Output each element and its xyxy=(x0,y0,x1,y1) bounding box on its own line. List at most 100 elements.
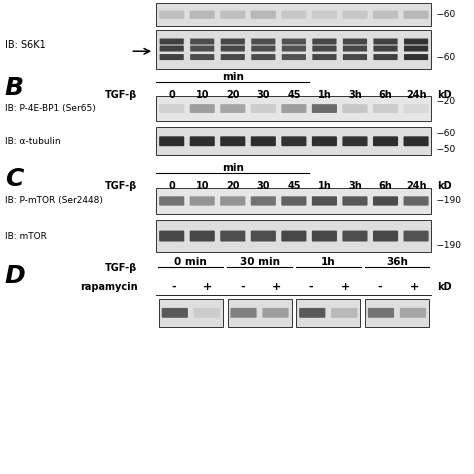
FancyBboxPatch shape xyxy=(373,10,398,19)
FancyBboxPatch shape xyxy=(331,308,357,318)
FancyBboxPatch shape xyxy=(403,137,428,146)
Bar xyxy=(159,299,223,327)
Text: 45: 45 xyxy=(287,90,301,100)
Text: 30: 30 xyxy=(256,181,270,191)
Text: 24h: 24h xyxy=(406,90,426,100)
Text: 1h: 1h xyxy=(318,181,331,191)
Bar xyxy=(156,188,431,214)
FancyBboxPatch shape xyxy=(159,104,184,113)
Text: +: + xyxy=(341,282,350,292)
FancyBboxPatch shape xyxy=(404,54,428,60)
FancyBboxPatch shape xyxy=(220,104,246,113)
Text: -: - xyxy=(240,282,245,292)
Text: 10: 10 xyxy=(195,90,209,100)
FancyBboxPatch shape xyxy=(251,54,275,60)
Text: –-60: –-60 xyxy=(437,10,456,19)
FancyBboxPatch shape xyxy=(373,104,398,113)
FancyBboxPatch shape xyxy=(159,196,184,206)
FancyBboxPatch shape xyxy=(251,38,275,45)
FancyBboxPatch shape xyxy=(343,38,367,45)
FancyBboxPatch shape xyxy=(403,10,428,19)
FancyBboxPatch shape xyxy=(282,46,306,52)
FancyBboxPatch shape xyxy=(220,230,246,242)
FancyBboxPatch shape xyxy=(404,46,428,52)
Bar xyxy=(156,220,431,252)
Text: C: C xyxy=(5,167,23,191)
Text: 24h: 24h xyxy=(406,181,426,191)
FancyBboxPatch shape xyxy=(263,308,289,318)
Text: –-50: –-50 xyxy=(437,145,456,154)
Bar xyxy=(365,299,429,327)
FancyBboxPatch shape xyxy=(342,10,367,19)
Text: 30 min: 30 min xyxy=(239,257,280,267)
Bar xyxy=(228,299,292,327)
Text: –-190: –-190 xyxy=(437,197,462,205)
FancyBboxPatch shape xyxy=(190,38,214,45)
FancyBboxPatch shape xyxy=(194,308,220,318)
FancyBboxPatch shape xyxy=(221,38,245,45)
Text: 36h: 36h xyxy=(386,257,408,267)
Text: kD: kD xyxy=(437,90,452,100)
FancyBboxPatch shape xyxy=(368,308,394,318)
FancyBboxPatch shape xyxy=(312,10,337,19)
Bar xyxy=(156,96,431,121)
Text: 6h: 6h xyxy=(379,181,392,191)
Text: D: D xyxy=(5,264,26,289)
Text: min: min xyxy=(222,73,244,82)
FancyBboxPatch shape xyxy=(251,196,276,206)
Text: 3h: 3h xyxy=(348,90,362,100)
FancyBboxPatch shape xyxy=(342,137,367,146)
Text: 0: 0 xyxy=(168,90,175,100)
Bar xyxy=(156,30,431,69)
FancyBboxPatch shape xyxy=(299,308,325,318)
FancyBboxPatch shape xyxy=(221,54,245,60)
Text: IB: mTOR: IB: mTOR xyxy=(5,232,46,240)
Text: 0 min: 0 min xyxy=(174,257,207,267)
FancyBboxPatch shape xyxy=(373,230,398,242)
Text: TGF-β: TGF-β xyxy=(105,181,137,191)
FancyBboxPatch shape xyxy=(374,46,398,52)
FancyBboxPatch shape xyxy=(404,38,428,45)
FancyBboxPatch shape xyxy=(282,137,306,146)
FancyBboxPatch shape xyxy=(160,54,184,60)
Text: -: - xyxy=(171,282,176,292)
FancyBboxPatch shape xyxy=(282,104,306,113)
FancyBboxPatch shape xyxy=(374,54,398,60)
FancyBboxPatch shape xyxy=(159,230,184,242)
Text: 0: 0 xyxy=(168,181,175,191)
FancyBboxPatch shape xyxy=(282,38,306,45)
Text: 1h: 1h xyxy=(321,257,336,267)
FancyBboxPatch shape xyxy=(403,104,428,113)
Text: IB: P-mTOR (Ser2448): IB: P-mTOR (Ser2448) xyxy=(5,197,102,205)
FancyBboxPatch shape xyxy=(400,308,426,318)
FancyBboxPatch shape xyxy=(312,54,337,60)
FancyBboxPatch shape xyxy=(282,230,306,242)
Bar xyxy=(156,127,431,155)
FancyBboxPatch shape xyxy=(343,46,367,52)
FancyBboxPatch shape xyxy=(312,104,337,113)
FancyBboxPatch shape xyxy=(251,10,276,19)
FancyBboxPatch shape xyxy=(230,308,256,318)
Text: 3h: 3h xyxy=(348,181,362,191)
Text: 30: 30 xyxy=(256,90,270,100)
FancyBboxPatch shape xyxy=(220,137,246,146)
Text: –-190: –-190 xyxy=(437,241,462,250)
FancyBboxPatch shape xyxy=(190,10,215,19)
FancyBboxPatch shape xyxy=(190,196,215,206)
Text: +: + xyxy=(203,282,213,292)
Text: +: + xyxy=(410,282,419,292)
Text: B: B xyxy=(5,76,24,100)
Text: –-20: –-20 xyxy=(437,97,456,106)
FancyBboxPatch shape xyxy=(190,46,214,52)
FancyBboxPatch shape xyxy=(343,54,367,60)
FancyBboxPatch shape xyxy=(190,137,215,146)
FancyBboxPatch shape xyxy=(220,10,246,19)
FancyBboxPatch shape xyxy=(312,230,337,242)
FancyBboxPatch shape xyxy=(373,137,398,146)
Text: TGF-β: TGF-β xyxy=(105,263,137,273)
FancyBboxPatch shape xyxy=(221,46,245,52)
FancyBboxPatch shape xyxy=(251,104,276,113)
FancyBboxPatch shape xyxy=(342,196,367,206)
Bar xyxy=(156,3,431,26)
Text: 1h: 1h xyxy=(318,90,331,100)
